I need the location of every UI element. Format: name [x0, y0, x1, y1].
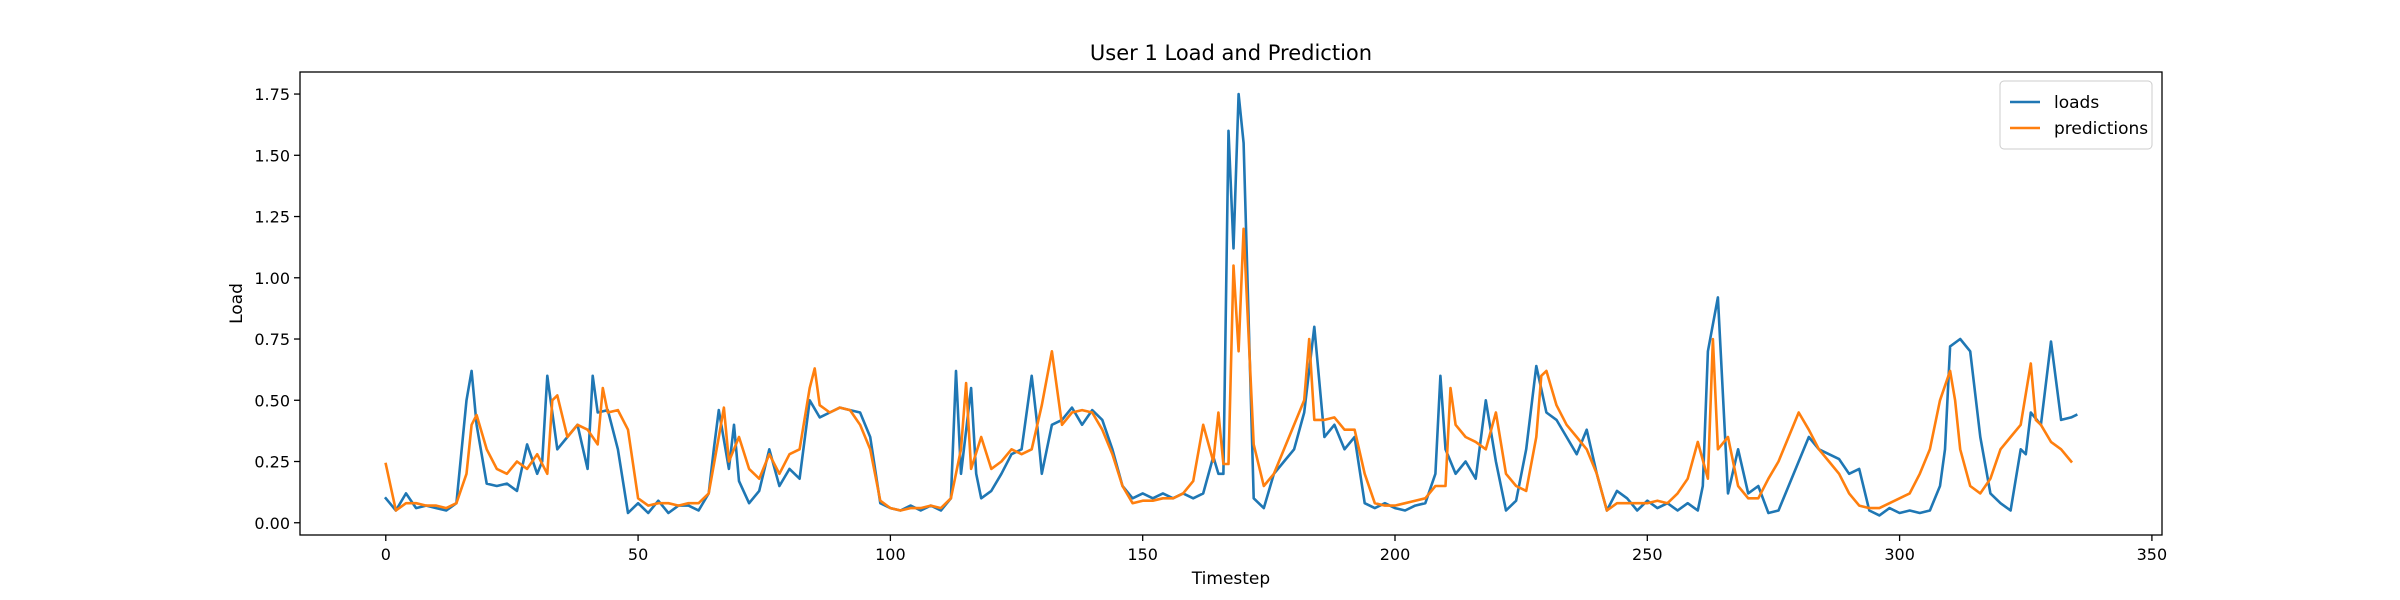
legend-box: [1999, 80, 2153, 150]
x-tick-label: 100: [875, 545, 906, 564]
legend-label-loads: loads: [2054, 93, 2099, 113]
chart-title: User 1 Load and Prediction: [1090, 41, 1372, 65]
y-tick-label: 1.75: [254, 85, 290, 104]
x-axis-label: Timestep: [1191, 569, 1270, 589]
x-tick-label: 350: [2137, 545, 2168, 564]
y-tick-label: 1.25: [254, 208, 290, 227]
x-tick-label: 50: [628, 545, 648, 564]
plot-background: [300, 72, 2162, 535]
x-tick-label: 150: [1127, 545, 1158, 564]
series-line-loads: [383, 92, 2078, 517]
y-tick-label: 1.50: [254, 146, 290, 165]
axes-group: 0 50 100 150 200 250 300 350 0.00 0.25 0.50 0.75 1.0…: [254, 71, 2168, 564]
y-tick-label: 0.50: [254, 391, 290, 410]
y-tick-label: 0.25: [254, 453, 290, 472]
y-axis-label: Load: [227, 283, 247, 324]
series-line-predictions: [384, 227, 2074, 512]
x-tick-label: 300: [1884, 545, 1915, 564]
y-tick-label: 0.00: [254, 514, 290, 533]
legend: loads predictions: [1999, 80, 2153, 150]
x-tick-label: 250: [1632, 545, 1663, 564]
series-group: [383, 92, 2078, 517]
y-tick-label: 1.00: [254, 269, 290, 288]
x-tick-label: 200: [1380, 545, 1411, 564]
legend-label-predictions: predictions: [2054, 119, 2148, 139]
y-tick-label: 0.75: [254, 330, 290, 349]
plot-frame: [299, 71, 2163, 536]
plot-area: [300, 72, 2162, 535]
x-tick-label: 0: [381, 545, 391, 564]
